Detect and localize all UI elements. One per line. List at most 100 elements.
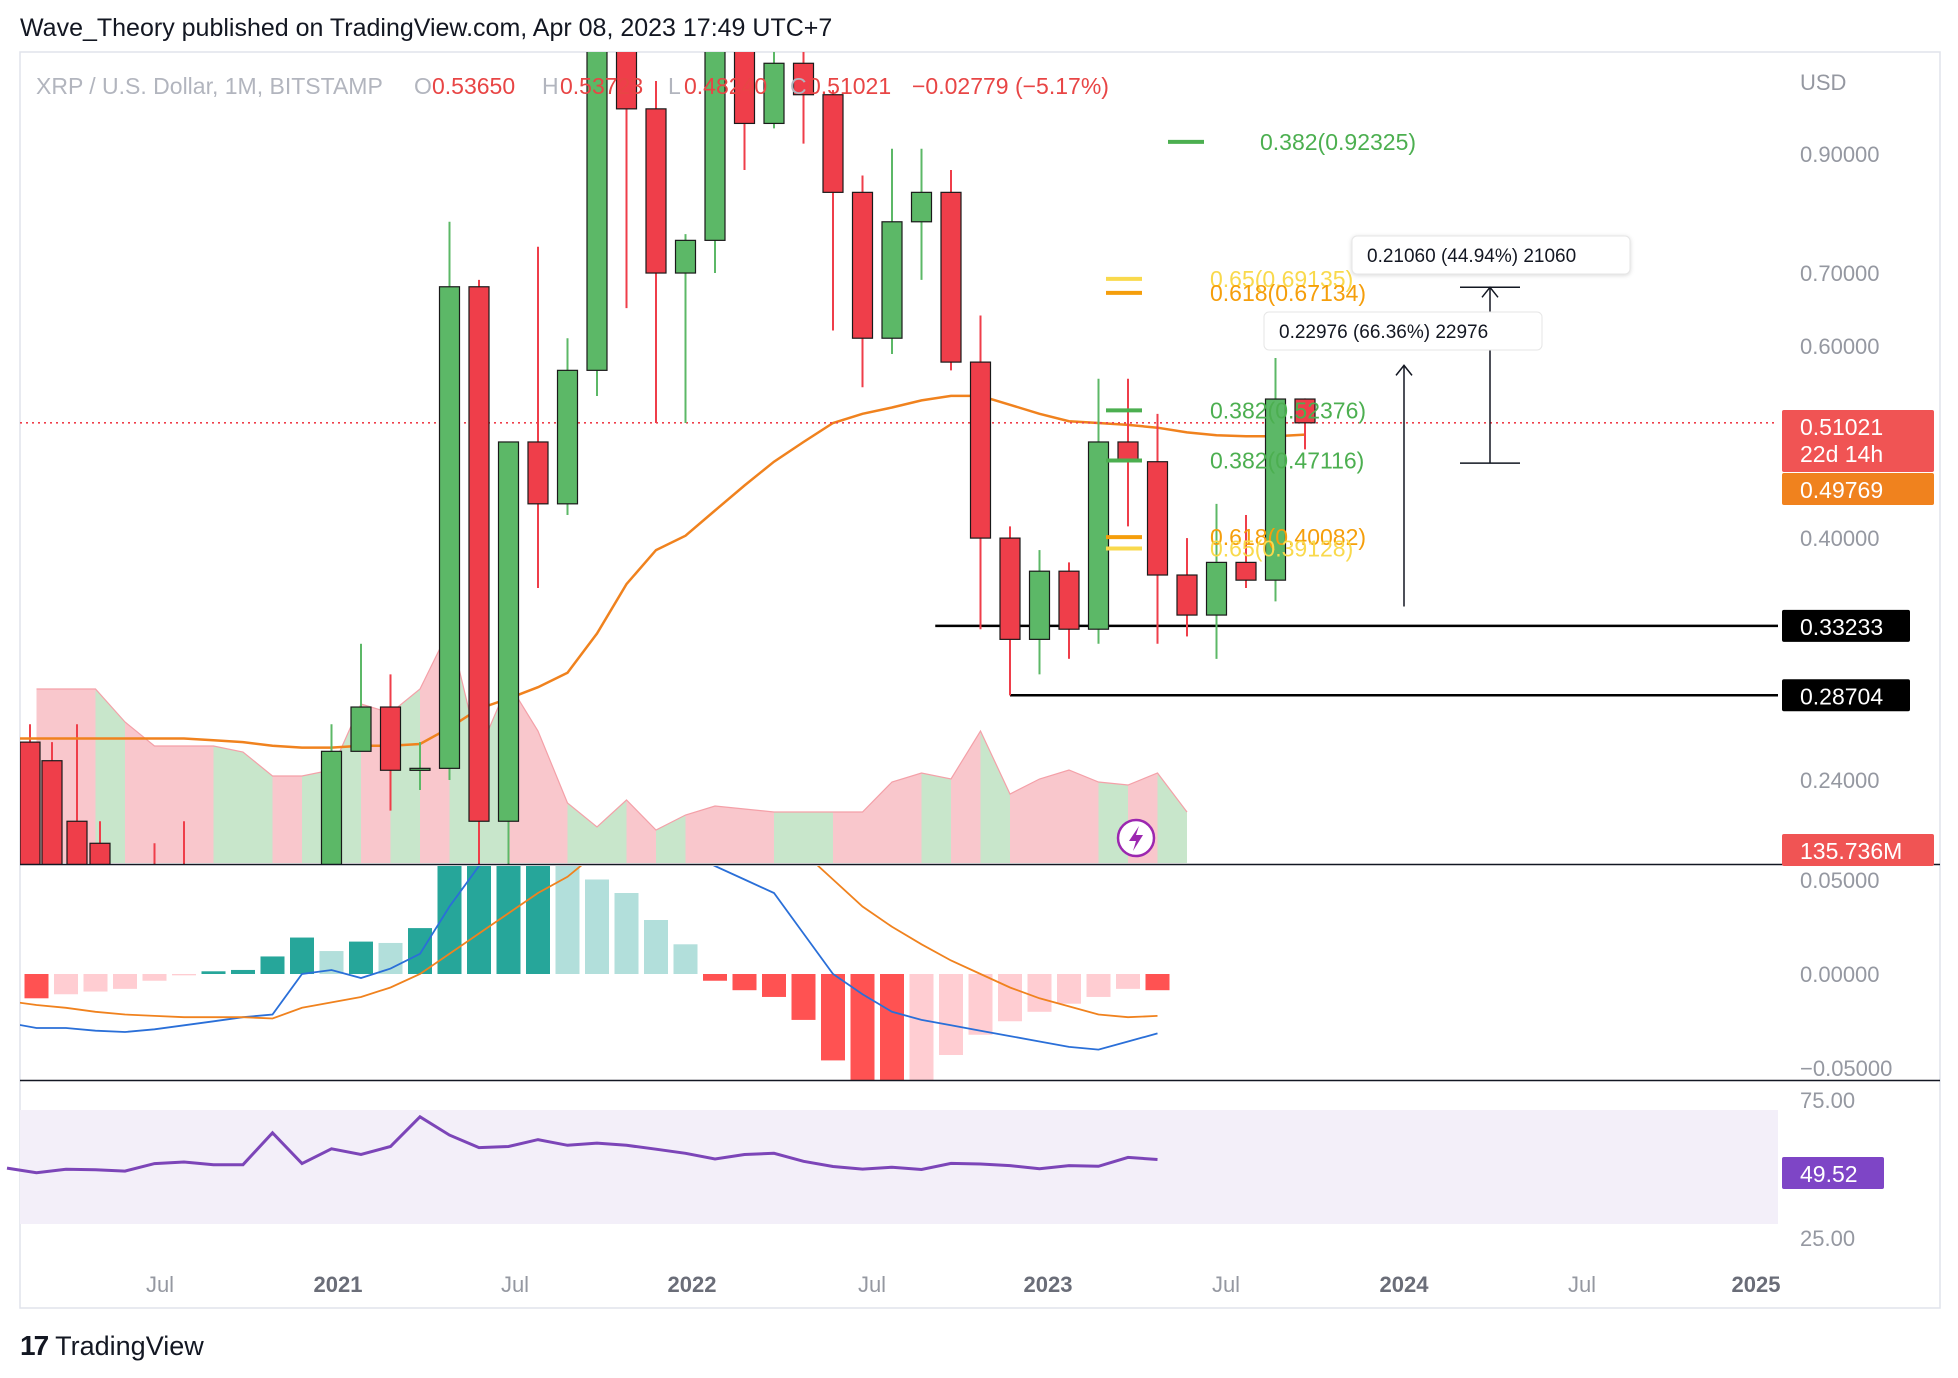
candle-body	[89, 842, 111, 864]
volume-area	[921, 773, 951, 863]
macd-histogram-bar	[0, 974, 19, 998]
time-axis-tick: Jul	[146, 1272, 174, 1297]
candle-body	[1058, 570, 1080, 630]
macd-histogram-bar	[614, 893, 639, 974]
candle-body	[1087, 441, 1110, 630]
volume-area	[243, 752, 273, 863]
ohlc-close-label: C	[790, 73, 807, 99]
macd-histogram-bar	[24, 974, 49, 999]
time-axis-tick: 2025	[1732, 1272, 1781, 1297]
candle-body	[1146, 461, 1169, 576]
macd-histogram-bar	[172, 974, 196, 976]
last-price-tag: 22d 14h	[1800, 441, 1883, 467]
macd-histogram-bar	[526, 866, 550, 974]
measure-arrow-head	[1395, 364, 1413, 376]
ohlc-low-label: L	[668, 73, 681, 99]
volume-area	[833, 812, 863, 863]
time-axis-tick: Jul	[1568, 1272, 1596, 1297]
price-axis-tick: 0.40000	[1800, 526, 1880, 551]
fib-level-label: 0.382(0.92325)	[1260, 129, 1416, 155]
volume-area	[66, 689, 96, 863]
candle-body	[733, 52, 756, 125]
rsi-value-tag: 49.52	[1800, 1161, 1858, 1187]
rsi-value-tag-bg	[1782, 1157, 1884, 1189]
volume-area	[774, 812, 804, 863]
time-axis-tick: 2024	[1380, 1272, 1430, 1297]
candle-body	[145, 866, 165, 878]
candle-body	[263, 916, 283, 927]
published-line: Wave_Theory published on TradingView.com…	[20, 14, 833, 42]
ohlc-change: −0.02779 (−5.17%)	[912, 73, 1109, 99]
rsi-axis-tick: 75.00	[1800, 1088, 1855, 1113]
measure-box	[1351, 235, 1631, 275]
rsi-line	[6, 1114, 1158, 1175]
volume-area	[656, 815, 686, 863]
macd-histogram-bar	[1027, 974, 1052, 1012]
volume-area	[862, 782, 892, 863]
fib-level-label: 0.65(0.39128)	[1210, 536, 1353, 562]
candle-body	[881, 221, 903, 339]
macd-layer	[0, 866, 1170, 1080]
candle-body	[910, 191, 933, 223]
candle-body	[233, 903, 253, 916]
volume-area	[567, 803, 597, 863]
macd-histogram-bar	[1116, 974, 1140, 989]
macd-histogram-bar	[54, 974, 78, 995]
macd-histogram-bar	[349, 941, 373, 974]
time-axis-tick: Jul	[858, 1272, 886, 1297]
macd-histogram-bar	[1057, 974, 1081, 1004]
candle-body	[438, 286, 461, 769]
candle-body	[66, 820, 88, 864]
price-axis-tick: 0.60000	[1800, 334, 1880, 359]
fib-level-label: 0.618(0.40082)	[1210, 524, 1366, 550]
macd-histogram-bar	[732, 974, 757, 991]
volume-area	[803, 812, 833, 863]
volume-value-tag: 135.736M	[1800, 838, 1902, 864]
volume-area	[1157, 773, 1187, 863]
macd-axis-tick: 0.05000	[1800, 868, 1880, 893]
ohlc-high-label: H	[542, 73, 559, 99]
macd-histogram-bar	[1145, 974, 1170, 991]
volume-area	[744, 809, 774, 863]
volume-area	[154, 746, 184, 863]
price-axis-tick: 0.90000	[1800, 142, 1880, 167]
candle-body	[350, 706, 372, 752]
volume-area	[184, 746, 214, 863]
macd-histogram-bar	[880, 974, 904, 1080]
volume-area	[626, 800, 656, 863]
support-2-tag: 0.28704	[1800, 683, 1883, 709]
ohlc-low-value: 0.48240	[684, 73, 767, 99]
macd-histogram-bar	[850, 974, 875, 1080]
macd-histogram-bar	[290, 937, 314, 974]
time-axis-tick: 2022	[668, 1272, 717, 1297]
macd-histogram-bar	[1086, 974, 1111, 997]
measure-label: 0.22976 (66.36%) 22976	[1279, 322, 1488, 343]
macd-histogram-bar	[319, 951, 344, 974]
volume-area	[1069, 770, 1099, 863]
macd-histogram-bar	[142, 974, 167, 981]
macd-histogram-bar	[909, 974, 934, 1080]
macd-histogram-bar	[998, 974, 1022, 1022]
volume-area	[272, 776, 302, 863]
candle-body	[20, 741, 41, 864]
candle-body	[556, 369, 579, 505]
macd-histogram-bar	[791, 974, 816, 1020]
macd-line	[20, 866, 1158, 1051]
candle-body	[1264, 398, 1287, 581]
macd-histogram-bar	[585, 879, 609, 974]
macd-histogram-bar	[496, 866, 521, 974]
volume-area	[685, 806, 715, 863]
volume-area	[597, 800, 627, 863]
candle-body	[1235, 561, 1257, 581]
candle-body	[468, 286, 490, 822]
price-axis-tick: 0.70000	[1800, 261, 1880, 286]
rsi-layer	[6, 1110, 1778, 1224]
support-1-tag: 0.33233	[1800, 614, 1883, 640]
tradingview-brand[interactable]: 17 TradingView	[20, 1330, 204, 1362]
candle-body	[527, 441, 549, 505]
candle-body	[1028, 570, 1051, 640]
tradingview-logo-icon: 17	[20, 1330, 49, 1361]
volume-area	[951, 731, 981, 863]
volume-area	[213, 746, 243, 863]
